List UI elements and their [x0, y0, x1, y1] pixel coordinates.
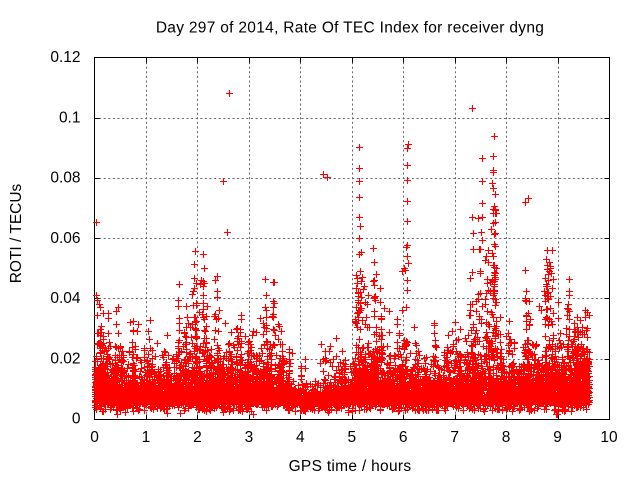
svg-text:5: 5 — [347, 429, 356, 446]
svg-text:4: 4 — [296, 429, 305, 446]
svg-text:0.06: 0.06 — [50, 230, 80, 247]
svg-text:Day 297 of 2014, Rate Of TEC I: Day 297 of 2014, Rate Of TEC Index for r… — [156, 20, 544, 37]
svg-text:0: 0 — [72, 411, 81, 428]
svg-text:10: 10 — [600, 429, 618, 446]
svg-text:0.08: 0.08 — [50, 170, 80, 187]
svg-text:3: 3 — [245, 429, 254, 446]
svg-text:ROTI / TECUs: ROTI / TECUs — [8, 183, 25, 283]
svg-text:GPS time / hours: GPS time / hours — [289, 458, 412, 475]
svg-text:0: 0 — [90, 429, 99, 446]
svg-text:7: 7 — [450, 429, 459, 446]
svg-text:1: 1 — [142, 429, 151, 446]
svg-text:2: 2 — [193, 429, 202, 446]
svg-text:0.02: 0.02 — [50, 350, 80, 367]
svg-text:8: 8 — [502, 429, 511, 446]
svg-text:0.12: 0.12 — [50, 49, 80, 66]
svg-text:6: 6 — [399, 429, 408, 446]
svg-text:0.04: 0.04 — [50, 290, 81, 307]
svg-text:0.1: 0.1 — [59, 110, 81, 127]
svg-text:9: 9 — [553, 429, 562, 446]
